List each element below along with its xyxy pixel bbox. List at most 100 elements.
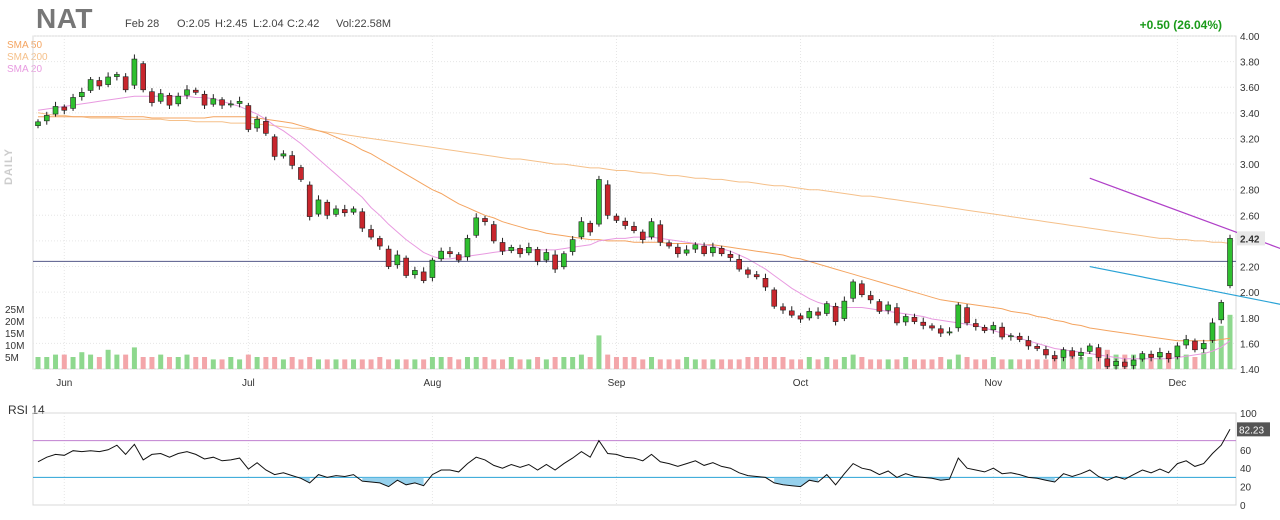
candle-body [306,184,313,217]
candle-body [745,269,751,275]
ticker-symbol: NAT [36,3,93,34]
rsi-tick-label: 0 [1240,501,1246,512]
candle-body [1218,302,1225,321]
candle-body [105,76,111,85]
volume-bar [1209,340,1215,369]
candle-body [1200,343,1207,350]
volume-bar [885,359,891,369]
volume-bar [1069,357,1075,369]
candle-body [1016,335,1023,340]
legend-sma20-label: SMA 20 [7,64,43,75]
volume-bar [622,357,628,369]
candle-body [736,259,742,270]
volume-tick-label: 25M [5,305,24,316]
rsi-line [37,429,1231,488]
price-tick-label: 4.00 [1240,32,1260,43]
candle-body [859,283,865,296]
candle-body [1209,322,1216,341]
volume-bar [543,359,549,369]
candle-body [788,310,795,316]
volume-bar [351,359,357,369]
volume-bar [1008,359,1014,369]
volume-bar [657,359,663,369]
candle-body [403,257,409,276]
volume-bar [202,357,208,369]
candle-body [1130,359,1137,366]
volume-bar [1201,352,1207,369]
volume-bar [859,357,865,369]
price-tick-label: 1.60 [1240,339,1260,350]
candle-body [1095,347,1102,358]
price-tick-label: 2.00 [1240,288,1260,299]
volume-bar [1052,357,1058,369]
candle-body [806,311,813,319]
volume-bar [736,359,742,369]
candle-body [219,99,225,106]
candle-body [902,316,909,323]
candle-body [1122,361,1128,367]
candle-body [885,304,891,311]
candle-body [43,115,50,122]
candle-body [999,326,1005,338]
candle-body [1192,340,1198,351]
candle-body [254,118,260,129]
quote-open: O:2.05 [177,18,211,30]
volume-bar [640,359,646,369]
volume-bar [675,359,681,369]
candle-body [96,80,103,87]
candle-body [70,97,76,109]
volume-bar [876,359,882,369]
candle-body [622,220,629,226]
volume-bar [745,357,751,369]
candle-body [350,208,357,213]
volume-bar [280,359,286,369]
candle-body [920,321,927,326]
volume-bar [666,359,672,369]
volume-bar [798,359,804,369]
price-tick-label: 1.80 [1240,314,1260,325]
candle-body [1008,335,1014,338]
candle-body [1104,358,1111,367]
volume-bar [175,357,181,369]
volume-bar [719,359,725,369]
candle-body [499,242,506,252]
candle-body [1148,353,1154,358]
volume-bar [806,357,812,369]
volume-bar [894,359,900,369]
candle-body [333,208,339,215]
candle-body [604,184,611,216]
volume-bar [447,357,453,369]
candle-body [850,281,856,299]
candle-body [473,217,480,236]
volume-bar [649,357,655,369]
volume-bar [1166,357,1172,369]
volume-bar [938,357,944,369]
volume-bar [403,359,409,369]
candle-body [1025,340,1032,347]
volume-bar [868,359,874,369]
volume-bar [149,357,155,369]
candle-body [192,89,199,93]
volume-bar [464,357,470,369]
price-tick-label: 3.80 [1240,58,1260,69]
month-label: Jun [56,378,72,389]
volume-bar [815,359,821,369]
volume-bar [692,359,698,369]
candle-body [1086,345,1093,352]
volume-bar [684,357,690,369]
legend-sma50: SMA 50 [7,40,42,51]
candle-body [1078,352,1084,356]
volume-bar [587,357,593,369]
volume-bar [421,359,427,369]
sma200-line [37,112,1231,244]
candle-body [412,270,418,276]
volume-bar [158,354,164,369]
candle-body [561,253,567,268]
rsi-value-tag [1237,422,1270,437]
candle-body [973,323,979,328]
volume-bar [245,354,251,369]
last-price-tag [1237,231,1265,246]
price-tick-label: 2.60 [1240,211,1260,222]
volume-bar [841,357,847,369]
